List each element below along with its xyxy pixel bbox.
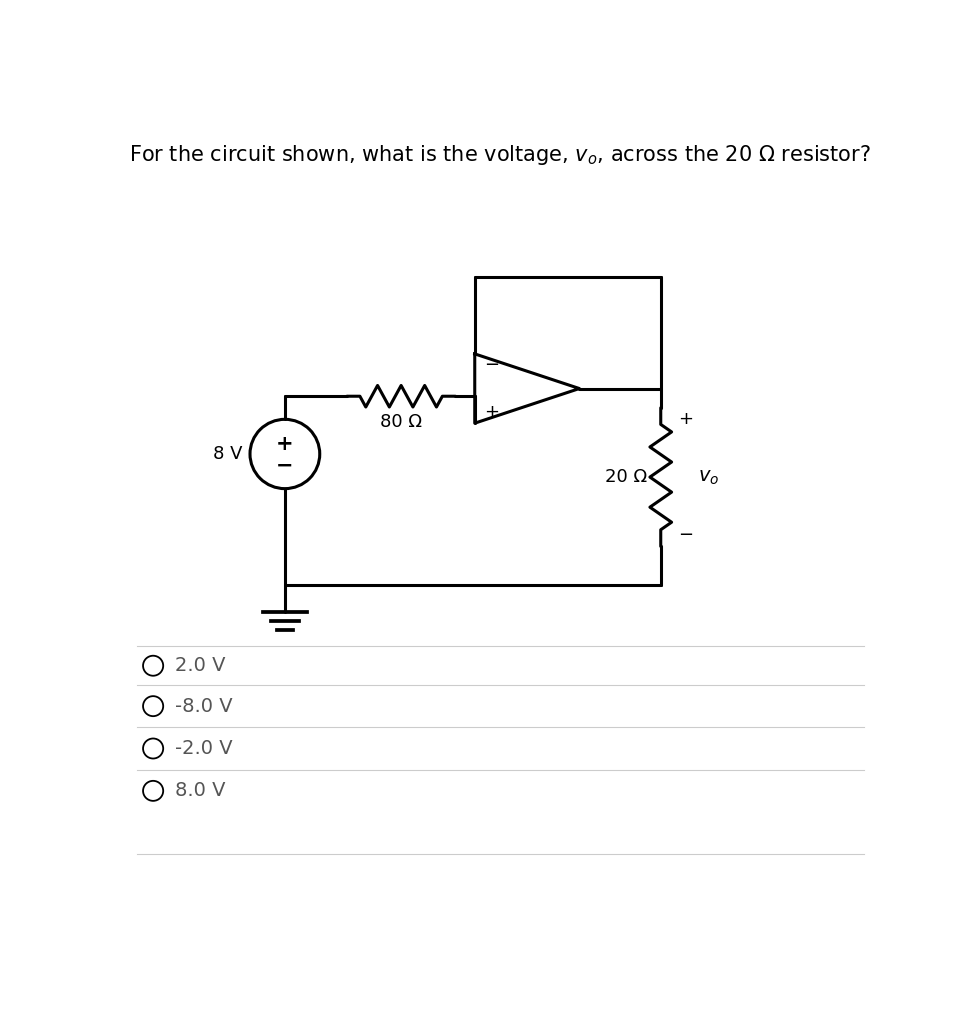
Text: 2.0 V: 2.0 V [175, 656, 226, 675]
Text: $v_o$: $v_o$ [698, 468, 719, 486]
Text: 80 Ω: 80 Ω [380, 413, 422, 431]
Text: −: − [276, 456, 294, 475]
Text: 8 V: 8 V [213, 445, 242, 463]
Text: +: + [678, 411, 693, 428]
Text: -8.0 V: -8.0 V [175, 696, 233, 716]
Text: +: + [276, 434, 294, 454]
Text: 8.0 V: 8.0 V [175, 781, 226, 801]
Text: 20 Ω: 20 Ω [605, 468, 647, 486]
Text: −: − [485, 356, 499, 375]
Text: -2.0 V: -2.0 V [175, 739, 233, 758]
Text: −: − [678, 526, 693, 544]
Text: For the circuit shown, what is the voltage, $v_o$, across the 20 $\Omega$ resist: For the circuit shown, what is the volta… [129, 143, 871, 167]
Text: +: + [485, 402, 499, 421]
